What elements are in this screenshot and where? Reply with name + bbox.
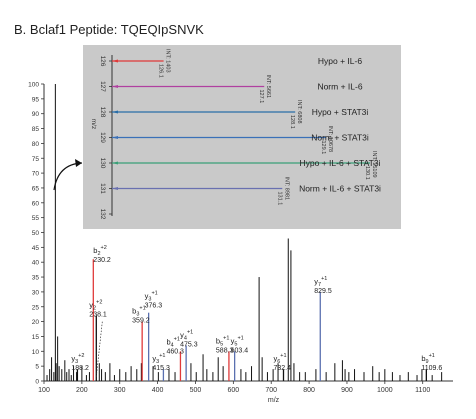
peak-mz-label: 188.2 — [71, 365, 89, 372]
reporter-mz-label: 128.1 — [289, 115, 295, 129]
peak-ion-label: y3+1 — [152, 353, 165, 365]
y-tick-label: 30 — [32, 289, 40, 296]
y-tick-label: 15 — [32, 334, 40, 341]
peak-ion-label: y6+1 — [273, 353, 286, 365]
inset-arrow-head — [75, 159, 82, 167]
reporter-mz-label: 127.1 — [258, 90, 264, 104]
y-tick-label: 45 — [32, 245, 40, 252]
condition-label: Norm + IL-6 — [317, 82, 362, 92]
x-tick-label: 1100 — [415, 387, 430, 394]
leader-line — [95, 321, 103, 378]
peak-mz-label: 238.1 — [89, 312, 107, 319]
x-axis-label: m/z — [268, 397, 280, 404]
y-tick-label: 0 — [35, 379, 39, 386]
peak-ion-label: y3+2 — [71, 353, 84, 365]
y-tick-label: 35 — [32, 275, 40, 282]
peak-mz-label: 732.4 — [273, 365, 291, 372]
peak-ion-label: y3+1 — [145, 291, 158, 303]
inset-tick-label: 128 — [99, 107, 106, 118]
peak-ion-label: b5+1 — [216, 335, 230, 347]
condition-label: Norm + IL-6 + STAT3i — [299, 184, 381, 194]
reporter-mz-label: 130.1 — [364, 166, 370, 180]
peak-ion-label: b9+1 — [421, 353, 435, 365]
inset-tick-label: 131 — [99, 183, 106, 194]
y-tick-label: 95 — [32, 96, 40, 103]
inset-tick-label: 129 — [99, 132, 106, 143]
x-tick-label: 100 — [38, 387, 50, 394]
x-tick-label: 300 — [114, 387, 126, 394]
y-tick-label: 70 — [32, 171, 40, 178]
x-tick-label: 200 — [76, 387, 88, 394]
inset-tick-label: 126 — [99, 56, 106, 67]
reporter-int-label: INT: 15109 — [371, 151, 377, 178]
y-tick-label: 100 — [28, 82, 39, 89]
peak-ion-label: y2+2 — [89, 300, 102, 312]
reporter-int-label: INT: 1403 — [165, 49, 171, 73]
x-tick-label: 900 — [341, 387, 353, 394]
inset-tick-label: 132 — [99, 209, 106, 220]
peak-mz-label: 1109.6 — [421, 365, 442, 372]
condition-label: Hypo + IL-6 — [318, 56, 362, 66]
reporter-peak-base — [112, 85, 118, 88]
inset-tick-label: 130 — [99, 158, 106, 169]
y-tick-label: 85 — [32, 126, 40, 133]
peak-ion-label: y4+1 — [180, 329, 193, 341]
peak-ion-label: b4+1 — [166, 336, 180, 348]
peak-mz-label: 376.3 — [145, 303, 163, 310]
reporter-int-label: INT: 8981 — [283, 177, 289, 201]
x-tick-label: 800 — [303, 387, 315, 394]
inset-arrow — [53, 162, 83, 191]
y-tick-label: 5 — [35, 364, 39, 371]
x-tick-label: 1000 — [377, 387, 393, 394]
reporter-mz-label: 131.1 — [276, 192, 282, 206]
reporter-peak-base — [112, 161, 118, 165]
x-tick-label: 700 — [265, 387, 277, 394]
peak-ion-label: y5+1 — [231, 335, 244, 347]
peak-ion-label: b2+2 — [93, 245, 107, 257]
peak-mz-label: 230.2 — [93, 257, 111, 264]
condition-label: Hypo + IL-6 + STAT3i — [300, 158, 381, 168]
peak-mz-label: 603.4 — [231, 347, 249, 354]
peak-mz-label: 415.3 — [152, 365, 170, 372]
x-tick-label: 500 — [190, 387, 202, 394]
y-tick-label: 65 — [32, 185, 40, 192]
y-tick-label: 25 — [32, 304, 40, 311]
peak-ion-label: y7+1 — [314, 276, 327, 288]
x-tick-label: 600 — [228, 387, 240, 394]
y-tick-label: 55 — [32, 215, 40, 222]
y-tick-label: 50 — [32, 230, 40, 237]
figure-title: B. Bclaf1 Peptide: TQEQIpSNVK — [14, 22, 204, 37]
reporter-int-label: INT: 10678 — [327, 126, 333, 153]
y-tick-label: 40 — [32, 260, 40, 267]
y-tick-label: 90 — [32, 111, 40, 118]
y-tick-label: 10 — [32, 349, 40, 356]
peak-mz-label: 460.3 — [166, 348, 184, 355]
reporter-peak-base — [112, 187, 118, 190]
y-tick-label: 60 — [32, 200, 40, 207]
reporter-peak-base — [112, 110, 118, 114]
reporter-mz-label: 126.1 — [158, 64, 164, 78]
inset-axis-label: m/z — [90, 119, 97, 129]
peak-mz-label: 475.3 — [180, 341, 198, 348]
peak-mz-label: 588.3 — [216, 347, 234, 354]
y-tick-label: 80 — [32, 141, 40, 148]
reporter-peak-base — [112, 59, 118, 63]
main-spectrum: 0 5 10 15 20 25 30 35 40 45 50 55 60 65 70 75 80 85 90 95 10… — [28, 82, 453, 404]
y-tick-label: 20 — [32, 319, 40, 326]
inset-tick-label: 127 — [99, 81, 106, 92]
condition-label: Norm + STAT3i — [311, 133, 369, 143]
condition-label: Hypo + STAT3i — [312, 107, 369, 117]
reporter-int-label: INT: 5661 — [265, 75, 271, 99]
reporter-int-label: INT: 6808 — [296, 100, 302, 124]
y-tick-label: 75 — [32, 156, 40, 163]
peak-mz-label: 359.2 — [132, 318, 150, 325]
x-tick-label: 400 — [152, 387, 164, 394]
reporter-peak-base — [112, 136, 118, 139]
reporter-mz-label: 129.1 — [320, 141, 326, 155]
peak-mz-label: 829.5 — [314, 288, 332, 295]
peak-ion-label: b3+1 — [132, 306, 146, 318]
